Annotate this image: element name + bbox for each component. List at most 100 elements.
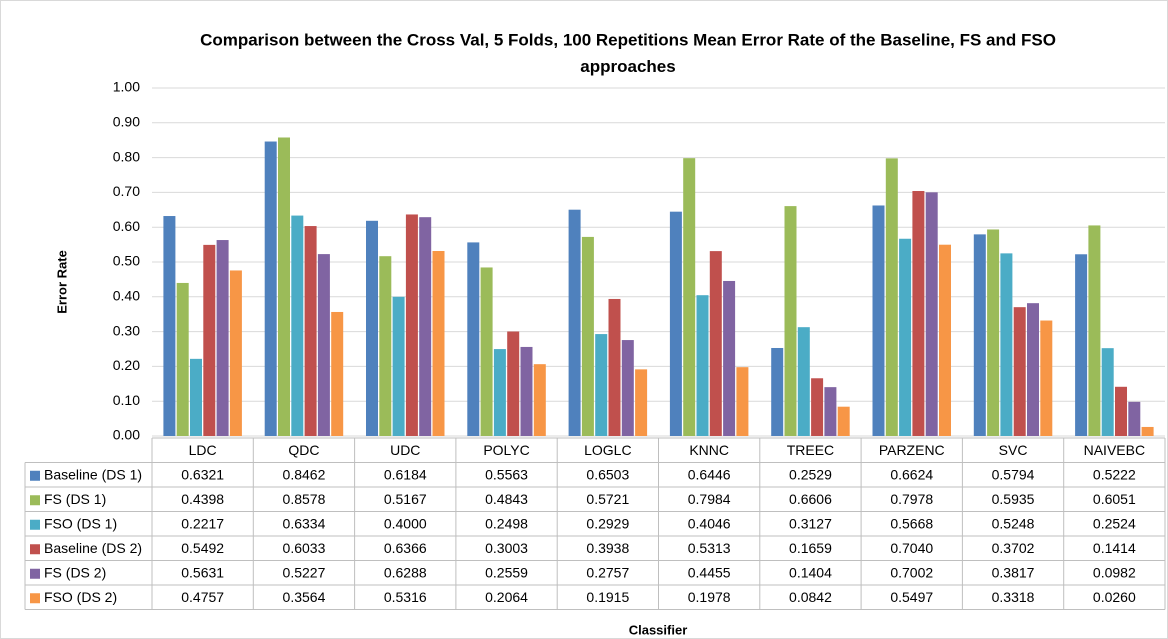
table-value: 0.5227 (283, 564, 326, 580)
bar (229, 270, 242, 436)
table-value: 0.1915 (586, 589, 629, 605)
table-value: 0.5316 (384, 589, 427, 605)
table-value: 0.6446 (688, 466, 731, 482)
table-value: 0.5222 (1093, 466, 1136, 482)
bar (784, 206, 797, 436)
legend-swatch (30, 568, 40, 579)
bar (1101, 348, 1114, 436)
title-text: approaches (580, 57, 675, 76)
table-value: 0.0260 (1093, 589, 1136, 605)
legend-swatch (30, 495, 40, 506)
bar (1075, 254, 1088, 436)
bar (608, 298, 621, 436)
table-value: 0.5563 (485, 466, 528, 482)
bar (432, 251, 445, 436)
bar (493, 349, 506, 436)
table-value: 0.6051 (1093, 491, 1136, 507)
table-value: 0.7978 (890, 491, 933, 507)
table-value: 0.3702 (992, 540, 1035, 556)
table-value: 0.2498 (485, 515, 528, 531)
bar (912, 191, 925, 436)
table-value: 0.6321 (181, 466, 224, 482)
table-value: 0.5492 (181, 540, 224, 556)
table-value: 0.4046 (688, 515, 731, 531)
table-value: 0.8462 (283, 466, 326, 482)
bar (264, 141, 277, 436)
bar (581, 236, 594, 436)
x-tick-label: SVC (999, 442, 1028, 458)
y-tick-label: 1.00 (113, 79, 140, 95)
table-value: 0.6606 (789, 491, 832, 507)
legend-label: FSO (DS 1) (44, 515, 117, 531)
table-value: 0.5248 (992, 515, 1035, 531)
table-value: 0.6184 (384, 466, 427, 482)
x-tick-label: LOGLC (584, 442, 631, 458)
table-value: 0.2529 (789, 466, 832, 482)
bar (507, 331, 520, 436)
bar (568, 209, 581, 436)
table-value: 0.1414 (1093, 540, 1136, 556)
table-value: 0.5167 (384, 491, 427, 507)
bar (885, 158, 898, 436)
y-tick-label: 0.60 (113, 218, 140, 234)
table-value: 0.6624 (890, 466, 933, 482)
bar (520, 346, 533, 436)
bar (824, 387, 837, 436)
table-value: 0.5935 (992, 491, 1035, 507)
x-tick-label: NAIVEBC (1084, 442, 1145, 458)
legend-label: FS (DS 2) (44, 564, 106, 580)
bar (304, 226, 317, 436)
table-value: 0.0842 (789, 589, 832, 605)
bar (419, 217, 432, 436)
y-tick-label: 0.00 (113, 427, 140, 443)
x-tick-label: LDC (189, 442, 217, 458)
bar (973, 234, 986, 436)
bar (405, 214, 418, 436)
bar (1000, 253, 1013, 436)
table-value: 0.4757 (181, 589, 224, 605)
table-value: 0.6033 (283, 540, 326, 556)
bar (987, 229, 1000, 436)
table-value: 0.6503 (586, 466, 629, 482)
bar (176, 282, 189, 436)
bar (797, 327, 810, 436)
table-value: 0.5631 (181, 564, 224, 580)
bar (811, 378, 824, 436)
bar (190, 358, 202, 436)
bar (837, 406, 850, 436)
table-value: 0.6334 (283, 515, 326, 531)
table-value: 0.5721 (586, 491, 629, 507)
legend-label: FS (DS 1) (44, 491, 106, 507)
bar (683, 158, 696, 436)
table-value: 0.6366 (384, 540, 427, 556)
bar (1027, 303, 1039, 436)
bar (669, 211, 682, 436)
chart-title-line2: approaches (580, 57, 675, 76)
bar (736, 367, 749, 436)
table-value: 0.5497 (890, 589, 933, 605)
bar (1115, 386, 1127, 436)
bar (203, 244, 216, 436)
legend-label: Baseline (DS 2) (44, 540, 142, 556)
table-value: 0.4000 (384, 515, 427, 531)
table-value: 0.2524 (1093, 515, 1136, 531)
table-value: 0.5794 (992, 466, 1035, 482)
bar (709, 251, 722, 436)
bar (278, 137, 290, 436)
table-value: 0.1978 (688, 589, 731, 605)
table-value: 0.7984 (688, 491, 731, 507)
bar (939, 244, 951, 436)
table-value: 0.1659 (789, 540, 832, 556)
table-value: 0.2757 (586, 564, 629, 580)
legend-label: Baseline (DS 1) (44, 466, 142, 482)
bar (872, 205, 885, 436)
y-tick-label: 0.10 (113, 392, 140, 408)
bar (899, 238, 912, 436)
legend-swatch (30, 544, 40, 555)
bar (696, 295, 709, 436)
legend-swatch (30, 470, 40, 481)
bar (1013, 307, 1026, 436)
table-value: 0.3564 (283, 589, 326, 605)
legend-swatch (30, 519, 40, 530)
